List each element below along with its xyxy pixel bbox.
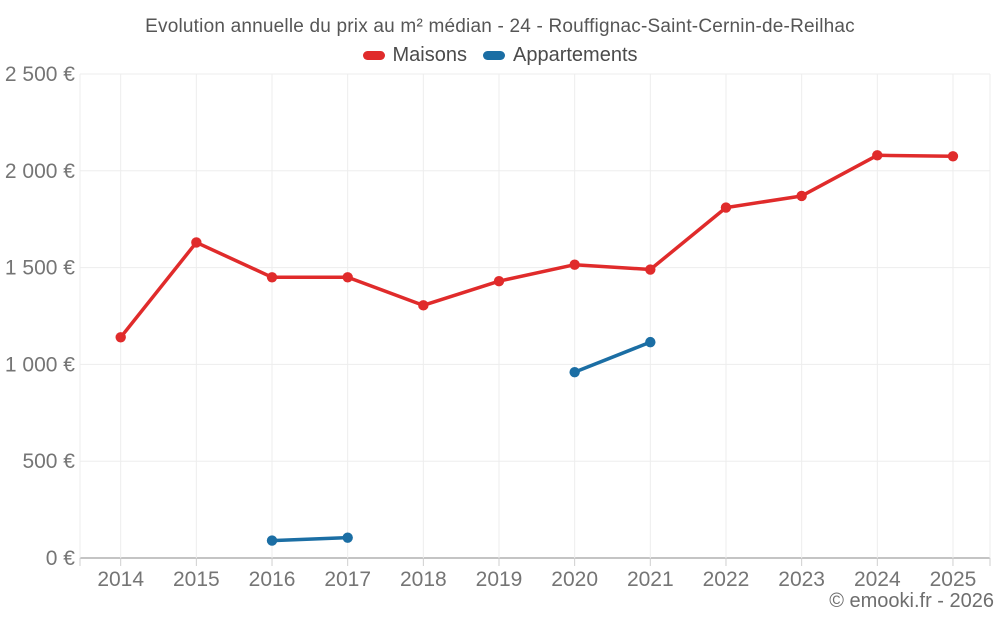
data-point-appartements-2016[interactable] — [266, 535, 278, 546]
data-point-maisons-2019[interactable] — [493, 275, 505, 287]
data-point-maisons-2017[interactable] — [342, 272, 353, 283]
legend-label-maisons: Maisons — [392, 44, 467, 66]
x-axis-label: 2017 — [324, 568, 371, 591]
data-point-maisons-2022[interactable] — [720, 202, 732, 213]
x-axis-label: 2024 — [854, 568, 901, 591]
data-point-maisons-2014[interactable] — [115, 332, 126, 343]
y-axis-label: 2 000 € — [5, 160, 75, 183]
series-line-maisons — [118, 153, 955, 340]
copyright: © emooki.fr - 2026 — [829, 590, 994, 612]
y-axis-label: 2 500 € — [5, 63, 75, 86]
data-point-maisons-2016[interactable] — [266, 272, 278, 283]
data-point-appartements-2021[interactable] — [645, 336, 656, 348]
data-point-maisons-2023[interactable] — [796, 190, 807, 202]
x-axis-label: 2021 — [627, 568, 674, 591]
legend-marker-appartements-icon — [482, 51, 505, 60]
x-axis-label: 2023 — [778, 568, 825, 591]
y-axis-label: 1 500 € — [5, 257, 75, 280]
chart-legend: Maisons Appartements — [0, 44, 1000, 67]
x-axis-label: 2020 — [551, 568, 598, 591]
data-point-maisons-2025[interactable] — [947, 151, 959, 162]
legend-item-appartements[interactable]: Appartements — [482, 44, 638, 67]
data-point-maisons-2015[interactable] — [191, 237, 202, 248]
legend-item-maisons[interactable]: Maisons — [362, 44, 467, 67]
y-axis-label: 0 € — [46, 547, 76, 570]
series-line-appartements — [572, 340, 653, 374]
x-axis-label: 2019 — [476, 568, 523, 591]
x-axis-label: 2015 — [173, 568, 220, 591]
legend-label-appartements: Appartements — [512, 44, 638, 66]
series-line-appartements — [270, 535, 350, 543]
legend-marker-maisons-icon — [362, 51, 385, 60]
data-point-maisons-2018[interactable] — [418, 300, 429, 311]
x-axis-label: 2022 — [703, 568, 750, 591]
x-axis-label: 2018 — [400, 568, 447, 591]
data-point-maisons-2020[interactable] — [569, 259, 580, 270]
y-axis-label: 500 € — [22, 450, 75, 473]
x-axis-label: 2014 — [97, 568, 144, 591]
data-point-maisons-2021[interactable] — [645, 264, 656, 275]
data-point-maisons-2024[interactable] — [872, 150, 883, 161]
x-axis-label: 2016 — [249, 568, 296, 591]
y-axis-label: 1 000 € — [5, 353, 75, 376]
data-point-appartements-2017[interactable] — [342, 532, 353, 543]
data-point-appartements-2020[interactable] — [569, 366, 580, 378]
x-axis-label: 2025 — [930, 568, 977, 591]
chart-title: Evolution annuelle du prix au m² médian … — [145, 16, 855, 37]
